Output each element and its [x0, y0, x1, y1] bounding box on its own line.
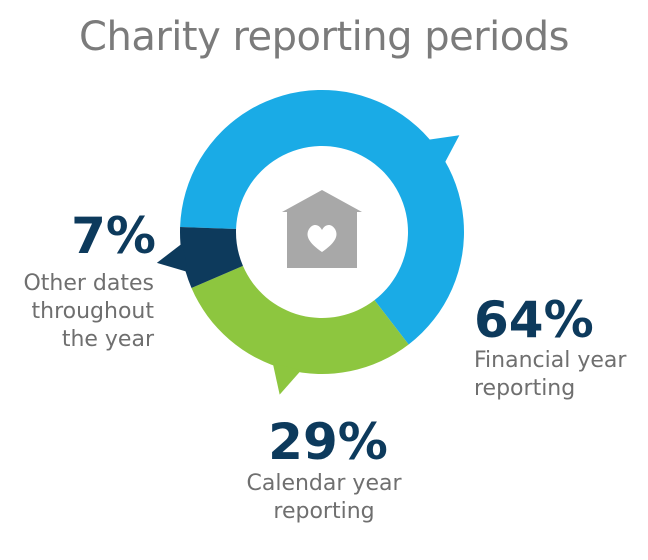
- other-slice-pointer: [156, 243, 188, 272]
- financial-year-percent: 64%: [474, 291, 594, 349]
- chart-title: Charity reporting periods: [79, 14, 569, 60]
- financial-slice-pointer: [427, 135, 460, 164]
- calendar-slice-pointer: [272, 363, 302, 395]
- house-heart-icon: [282, 190, 362, 268]
- financial-slice: [180, 90, 465, 345]
- other-slice: [180, 227, 243, 288]
- other-dates-percent: 7%: [71, 207, 156, 265]
- other-dates-label: Other dates throughout the year: [23, 271, 154, 352]
- calendar-year-percent: 29%: [268, 413, 388, 471]
- calendar-slice: [191, 265, 409, 375]
- financial-year-label: Financial year reporting: [474, 348, 627, 401]
- calendar-year-label: Calendar year reporting: [246, 471, 402, 524]
